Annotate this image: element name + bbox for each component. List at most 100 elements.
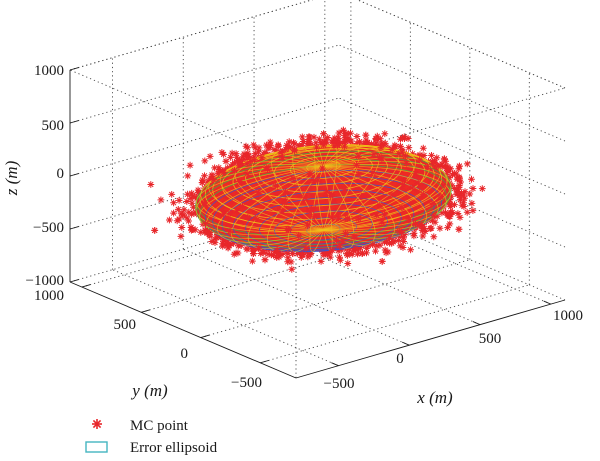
- mc-point: [350, 206, 358, 214]
- mc-point: [250, 244, 258, 252]
- mc-point: [210, 216, 218, 224]
- mc-point: [290, 204, 298, 212]
- mc-point: [406, 166, 414, 174]
- mc-point: [416, 207, 424, 215]
- mc-point: [236, 161, 244, 168]
- mc-point: [336, 256, 344, 264]
- mc-point: [372, 135, 380, 142]
- mc-point: [227, 206, 235, 214]
- mc-point: [345, 245, 353, 253]
- mc-point: [244, 144, 252, 152]
- x-tick-mark: [401, 341, 410, 346]
- mc-point: [272, 160, 279, 168]
- box-edge: [69, 0, 314, 71]
- mc-point: [377, 171, 385, 179]
- mc-point: [252, 215, 260, 222]
- floor-grid-line: [112, 269, 339, 367]
- box-edge: [356, 0, 566, 89]
- mc-point: [370, 218, 378, 226]
- mc-point: [383, 238, 391, 246]
- mc-point: [261, 149, 269, 157]
- mc-point: [468, 175, 475, 183]
- floor-grid-line: [200, 259, 470, 339]
- mc-point: [215, 209, 223, 217]
- mc-point: [271, 182, 279, 190]
- mc-point: [246, 223, 254, 231]
- mc-point: [440, 155, 448, 163]
- mc-point: [460, 199, 467, 207]
- mc-point: [426, 197, 434, 205]
- mc-point: [224, 244, 232, 252]
- mc-point: [261, 215, 269, 223]
- mc-point: [236, 216, 244, 224]
- mc-point: [230, 250, 238, 258]
- mc-point: [248, 257, 256, 265]
- mc-point: [301, 194, 309, 202]
- ellipsoid-longitude-line: [323, 165, 428, 235]
- mc-point: [444, 187, 451, 195]
- mc-point: [370, 159, 378, 167]
- mc-point: [380, 211, 388, 219]
- mc-point: [233, 228, 241, 236]
- mc-point: [403, 201, 411, 209]
- mc-point: [343, 215, 351, 222]
- mc-point: [287, 171, 295, 179]
- mc-point: [461, 194, 469, 202]
- mc-point: [247, 197, 255, 205]
- mc-point: [418, 183, 426, 191]
- mc-point: [198, 212, 206, 220]
- mc-point: [274, 142, 282, 150]
- mc-point: [372, 139, 380, 147]
- mc-point: [428, 151, 435, 159]
- mc-point: [328, 214, 336, 222]
- mc-point: [201, 199, 208, 207]
- mc-point: [417, 213, 424, 221]
- mc-point: [318, 140, 326, 148]
- mc-point: [398, 194, 406, 202]
- y-tick-label: 0: [181, 346, 189, 362]
- mc-point: [449, 171, 456, 179]
- mc-point: [257, 232, 265, 240]
- mc-point: [339, 237, 347, 245]
- mc-point: [374, 228, 382, 236]
- mc-point: [250, 156, 258, 164]
- mc-point: [255, 179, 263, 187]
- mc-point: [452, 170, 460, 178]
- mc-point: [278, 207, 286, 215]
- mc-point: [403, 187, 411, 195]
- mc-point: [219, 242, 227, 250]
- mc-point: [399, 234, 407, 242]
- mc-point: [409, 150, 417, 158]
- mc-point: [455, 165, 463, 173]
- mc-point: [323, 187, 331, 195]
- mc-point: [224, 164, 232, 172]
- y-axis-label: y (m): [130, 381, 168, 400]
- mc-point: [178, 224, 186, 231]
- mc-point: [285, 138, 293, 146]
- mc-point: [354, 250, 362, 258]
- mc-point: [252, 227, 260, 234]
- mc-point: [284, 204, 292, 212]
- mc-point: [268, 181, 276, 188]
- mc-point: [297, 253, 305, 261]
- mc-point: [367, 221, 375, 229]
- mc-point: [386, 239, 394, 247]
- mc-point: [386, 174, 394, 182]
- mc-point: [377, 165, 385, 173]
- mc-point: [312, 139, 320, 147]
- mc-point: [334, 221, 342, 228]
- mc-point: [157, 196, 165, 204]
- mc-point: [431, 203, 439, 211]
- mc-point: [422, 181, 430, 189]
- mc-point: [170, 199, 178, 207]
- mc-point: [373, 154, 381, 162]
- mc-point: [432, 197, 440, 205]
- mc-point: [298, 141, 306, 149]
- mc-point: [446, 213, 454, 221]
- mc-point: [318, 164, 326, 172]
- mc-point: [417, 200, 425, 208]
- mc-point: [304, 181, 312, 189]
- mc-point: [151, 226, 159, 234]
- mc-point: [388, 191, 396, 199]
- mc-point: [226, 169, 234, 177]
